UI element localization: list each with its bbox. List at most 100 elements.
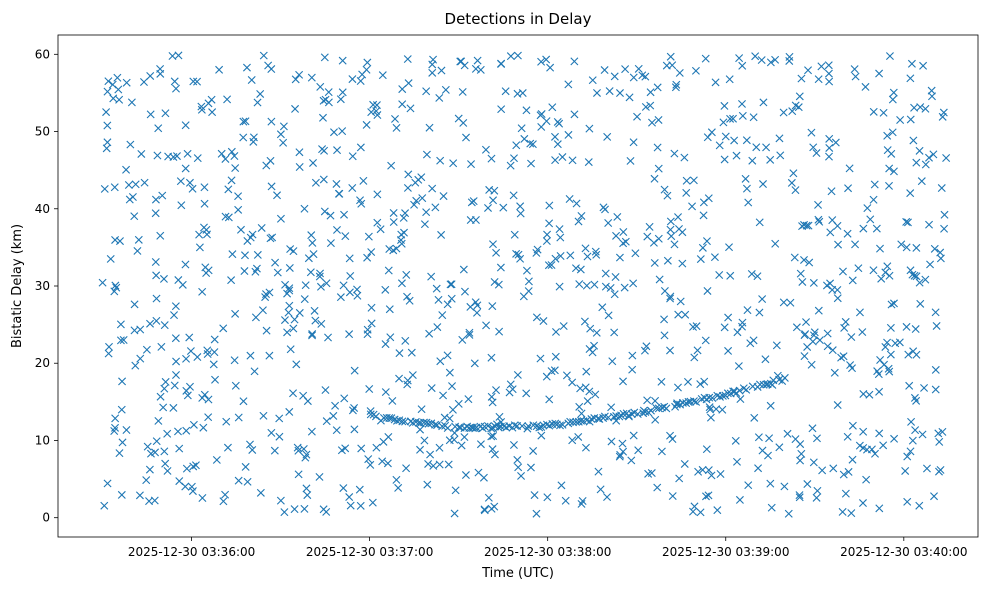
noise-detection-marker [424, 459, 433, 468]
noise-detection-marker [231, 164, 240, 173]
noise-detection-marker [340, 394, 349, 403]
noise-detection-marker [575, 402, 584, 411]
noise-detection-marker [779, 108, 788, 117]
noise-detection-marker [604, 311, 613, 320]
track-detection-marker [438, 422, 447, 431]
noise-detection-marker [429, 55, 438, 64]
noise-detection-marker [666, 431, 675, 440]
noise-detection-marker [877, 274, 886, 283]
noise-detection-marker [571, 264, 580, 273]
noise-detection-marker [300, 204, 309, 213]
noise-detection-marker [906, 189, 915, 198]
track-detection-marker [518, 422, 527, 430]
noise-detection-marker [660, 331, 669, 340]
noise-detection-marker [348, 406, 357, 415]
noise-detection-marker [668, 435, 677, 444]
noise-detection-marker [869, 266, 878, 275]
noise-detection-marker [916, 299, 925, 308]
noise-detection-marker [200, 183, 209, 192]
noise-detection-marker [883, 262, 892, 271]
noise-detection-marker [116, 320, 125, 329]
noise-detection-marker [388, 396, 397, 405]
noise-detection-marker [551, 132, 559, 141]
noise-detection-marker [807, 360, 816, 369]
noise-detection-marker [131, 361, 140, 370]
noise-detection-marker [163, 466, 172, 475]
noise-detection-marker [711, 78, 720, 87]
noise-detection-marker [591, 247, 600, 256]
noise-detection-marker [638, 71, 647, 80]
noise-detection-marker [804, 66, 813, 75]
noise-detection-marker [789, 169, 798, 178]
noise-detection-marker [112, 283, 121, 292]
noise-detection-marker [934, 429, 943, 438]
noise-detection-marker [484, 203, 492, 212]
noise-detection-marker [326, 211, 335, 220]
noise-detection-marker [583, 252, 592, 261]
track-detection-marker [566, 417, 575, 426]
noise-detection-marker [300, 504, 309, 513]
noise-detection-marker [766, 155, 775, 164]
noise-detection-marker [699, 198, 708, 207]
noise-detection-marker [460, 287, 469, 296]
noise-detection-marker [307, 427, 316, 436]
noise-detection-marker [488, 445, 497, 454]
noise-detection-marker [467, 198, 476, 207]
noise-detection-marker [585, 124, 594, 133]
noise-detection-marker [885, 181, 893, 190]
noise-detection-marker [204, 99, 213, 108]
noise-detection-marker [668, 492, 677, 501]
noise-detection-marker [280, 316, 289, 325]
noise-detection-marker [909, 136, 918, 145]
noise-detection-marker [581, 244, 590, 253]
noise-detection-marker [367, 108, 376, 117]
noise-detection-marker [792, 323, 801, 332]
noise-detection-marker [443, 300, 452, 309]
noise-detection-marker [345, 254, 354, 263]
noise-detection-marker [340, 210, 349, 219]
noise-detection-marker [545, 219, 554, 228]
noise-detection-marker [761, 355, 770, 364]
noise-detection-marker [363, 58, 372, 67]
noise-detection-marker [725, 243, 734, 252]
noise-detection-marker [193, 353, 202, 362]
noise-detection-marker [611, 273, 620, 281]
noise-detection-marker [241, 462, 250, 471]
noise-detection-marker [285, 284, 294, 293]
noise-detection-marker [547, 367, 556, 376]
noise-detection-marker [363, 253, 372, 262]
noise-detection-marker [348, 152, 357, 161]
noise-detection-marker [476, 65, 485, 74]
noise-detection-marker [378, 71, 387, 80]
noise-detection-marker [219, 324, 228, 333]
noise-detection-marker [574, 217, 583, 226]
noise-detection-marker [309, 158, 318, 167]
noise-detection-marker [363, 330, 372, 339]
noise-detection-marker [336, 293, 345, 302]
noise-detection-marker [615, 89, 624, 98]
noise-detection-marker [906, 447, 915, 456]
noise-detection-marker [446, 280, 455, 289]
noise-detection-marker [191, 461, 200, 470]
noise-detection-marker [234, 205, 243, 214]
noise-detection-marker [372, 443, 381, 452]
track-detection-marker [483, 421, 492, 430]
noise-detection-marker [275, 414, 284, 423]
noise-detection-marker [800, 255, 808, 264]
noise-detection-marker [208, 108, 217, 117]
noise-detection-marker [885, 52, 894, 61]
noise-detection-marker [825, 143, 834, 152]
noise-detection-marker [732, 151, 741, 160]
noise-detection-marker [775, 443, 784, 452]
noise-detection-marker [797, 449, 806, 458]
noise-detection-marker [715, 141, 724, 150]
noise-detection-marker [251, 313, 260, 322]
noise-detection-marker [712, 405, 721, 414]
noise-detection-marker [253, 250, 262, 259]
noise-detection-marker [118, 438, 127, 447]
noise-detection-marker [154, 416, 163, 425]
noise-detection-marker [385, 305, 394, 314]
noise-detection-marker [339, 484, 348, 493]
noise-detection-marker [435, 460, 444, 469]
noise-detection-marker [646, 101, 655, 110]
